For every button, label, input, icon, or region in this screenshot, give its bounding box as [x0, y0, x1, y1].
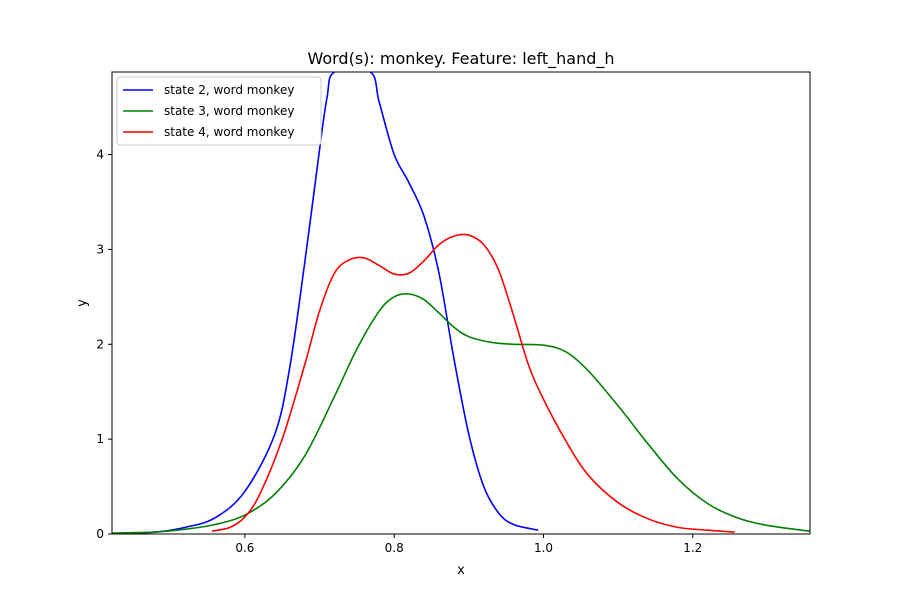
x-tick-label: 1.0: [534, 541, 553, 555]
y-axis-label: y: [75, 299, 90, 307]
chart-title: Word(s): monkey. Feature: left_hand_h: [307, 49, 614, 69]
series-line-3: [211, 233, 735, 533]
legend-label-2: state 3, word monkey: [164, 104, 294, 118]
series-line-2: [112, 293, 810, 534]
plot-frame: [111, 71, 811, 535]
legend: state 2, word monkey state 3, word monkey…: [116, 76, 322, 146]
legend-label-3: state 4, word monkey: [164, 125, 294, 139]
y-tick-label: 1: [96, 432, 104, 446]
y-tick-label: 0: [96, 527, 104, 541]
series-layer: [112, 72, 810, 534]
legend-box: [116, 76, 322, 146]
x-axis-label: x: [457, 563, 465, 578]
x-tick-label: 0.8: [385, 541, 404, 555]
y-tick-label: 2: [96, 337, 104, 351]
y-tick-label: 3: [96, 242, 104, 256]
series-line-1: [112, 72, 539, 534]
y-tick-label: 4: [96, 148, 104, 162]
x-tick-label: 1.2: [683, 541, 702, 555]
x-axis-ticks: 0.6 0.8 1.0 1.2: [235, 534, 702, 555]
legend-label-1: state 2, word monkey: [164, 83, 294, 97]
x-tick-label: 0.6: [235, 541, 254, 555]
y-axis-ticks: 0 1 2 3 4: [96, 148, 112, 541]
legend-items: state 2, word monkey state 3, word monkey…: [123, 83, 294, 139]
